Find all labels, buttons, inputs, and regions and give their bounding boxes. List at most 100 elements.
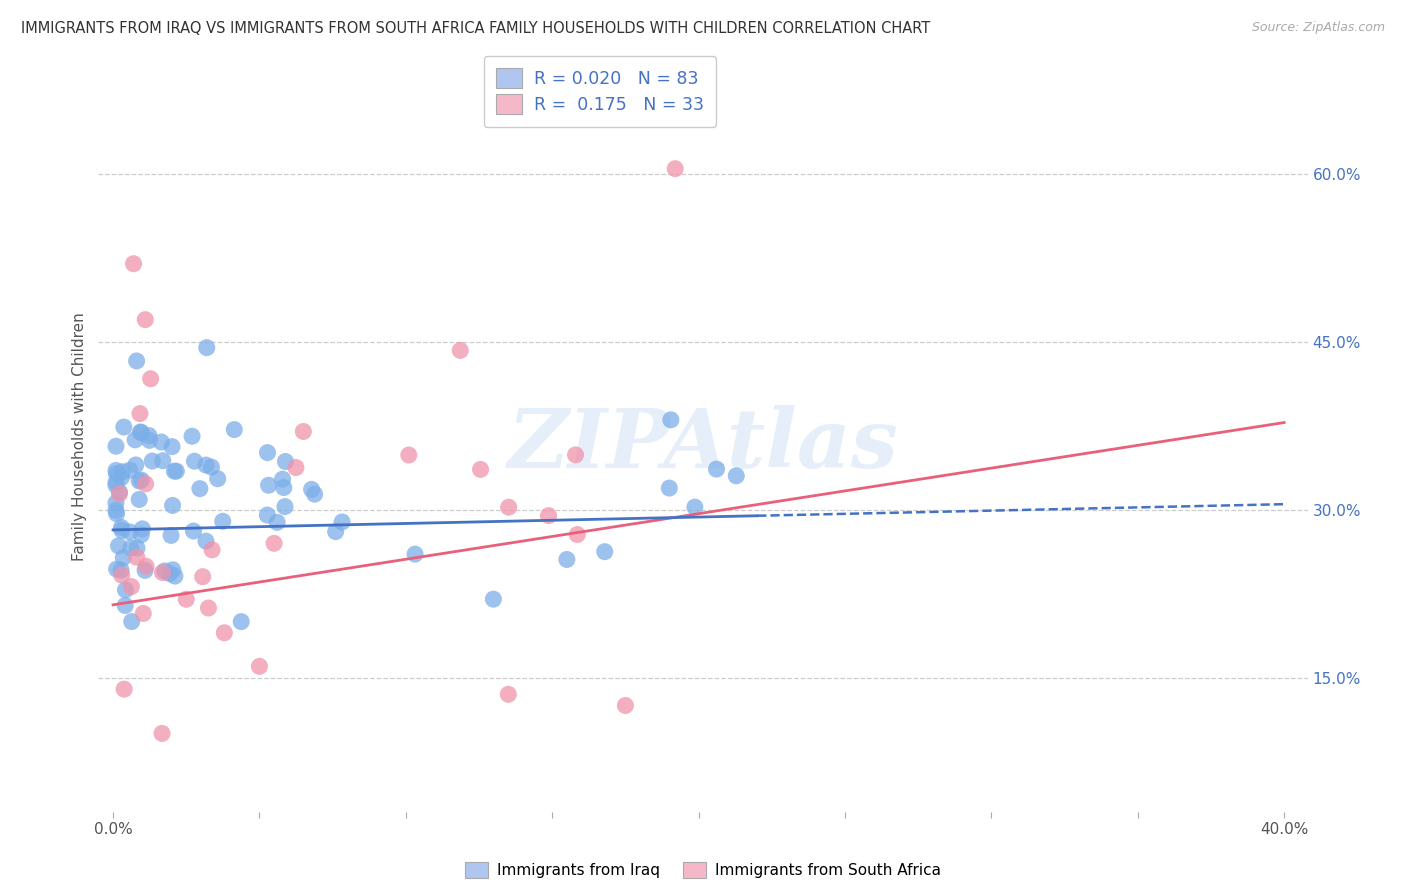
Point: [128, 492, 150, 507]
Point: [725, 468, 748, 483]
Point: [121, 615, 143, 629]
Point: [104, 496, 127, 510]
Point: [211, 514, 233, 528]
Point: [195, 341, 218, 355]
Point: [110, 520, 132, 534]
Point: [188, 482, 211, 496]
Point: [183, 454, 205, 468]
Point: [325, 524, 347, 539]
Point: [107, 539, 129, 553]
Point: [134, 563, 156, 577]
Point: [470, 462, 492, 476]
Point: [659, 413, 682, 427]
Point: [706, 462, 728, 476]
Point: [181, 429, 204, 443]
Point: [120, 541, 142, 555]
Point: [498, 500, 520, 515]
Point: [112, 420, 135, 434]
Legend: R = 0.020   N = 83, R =  0.175   N = 33: R = 0.020 N = 83, R = 0.175 N = 33: [484, 56, 717, 127]
Point: [104, 463, 127, 477]
Point: [404, 547, 426, 561]
Point: [163, 464, 186, 478]
Point: [150, 726, 173, 740]
Point: [224, 423, 246, 437]
Point: [658, 481, 681, 495]
Point: [129, 407, 152, 421]
Point: [271, 472, 294, 486]
Point: [564, 448, 586, 462]
Point: [284, 460, 307, 475]
Point: [304, 487, 326, 501]
Point: [683, 500, 706, 515]
Point: [108, 485, 131, 500]
Point: [118, 463, 141, 477]
Point: [118, 524, 141, 539]
Point: [129, 527, 152, 541]
Point: [111, 465, 134, 479]
Point: [163, 569, 186, 583]
Point: [131, 522, 153, 536]
Point: [108, 486, 131, 500]
Point: [274, 454, 297, 468]
Point: [537, 508, 560, 523]
Point: [105, 562, 128, 576]
Point: [263, 536, 285, 550]
Point: [129, 425, 152, 439]
Point: [274, 500, 297, 514]
Point: [135, 559, 157, 574]
Point: [201, 542, 224, 557]
Point: [139, 372, 162, 386]
Point: [104, 478, 127, 492]
Point: [125, 354, 148, 368]
Point: [138, 428, 160, 442]
Point: [124, 433, 146, 447]
Point: [330, 515, 353, 529]
Text: Source: ZipAtlas.com: Source: ZipAtlas.com: [1251, 21, 1385, 34]
Point: [214, 625, 236, 640]
Point: [207, 472, 229, 486]
Point: [194, 534, 217, 549]
Point: [112, 550, 135, 565]
Point: [301, 483, 323, 497]
Point: [125, 550, 148, 565]
Point: [183, 524, 205, 538]
Point: [197, 601, 219, 615]
Point: [114, 582, 136, 597]
Point: [104, 503, 127, 517]
Point: [128, 474, 150, 488]
Point: [231, 615, 253, 629]
Point: [249, 659, 271, 673]
Point: [273, 481, 295, 495]
Point: [162, 563, 184, 577]
Point: [256, 508, 278, 522]
Point: [150, 435, 173, 450]
Point: [498, 687, 520, 701]
Point: [614, 698, 637, 713]
Point: [110, 470, 132, 484]
Point: [160, 528, 183, 542]
Point: [114, 599, 136, 613]
Point: [129, 425, 152, 440]
Point: [122, 257, 145, 271]
Point: [256, 445, 278, 459]
Point: [664, 161, 686, 176]
Point: [174, 592, 197, 607]
Point: [153, 564, 176, 578]
Point: [111, 568, 134, 582]
Text: IMMIGRANTS FROM IRAQ VS IMMIGRANTS FROM SOUTH AFRICA FAMILY HOUSEHOLDS WITH CHIL: IMMIGRANTS FROM IRAQ VS IMMIGRANTS FROM …: [21, 21, 931, 36]
Point: [159, 566, 181, 581]
Point: [110, 563, 132, 577]
Point: [105, 507, 128, 521]
Point: [194, 458, 217, 472]
Point: [105, 467, 128, 481]
Point: [111, 524, 134, 538]
Point: [152, 453, 174, 467]
Point: [191, 570, 214, 584]
Point: [134, 312, 156, 326]
Point: [135, 476, 157, 491]
Y-axis label: Family Households with Children: Family Households with Children: [72, 313, 87, 561]
Point: [104, 475, 127, 490]
Point: [104, 439, 127, 453]
Point: [138, 434, 160, 448]
Point: [125, 458, 148, 472]
